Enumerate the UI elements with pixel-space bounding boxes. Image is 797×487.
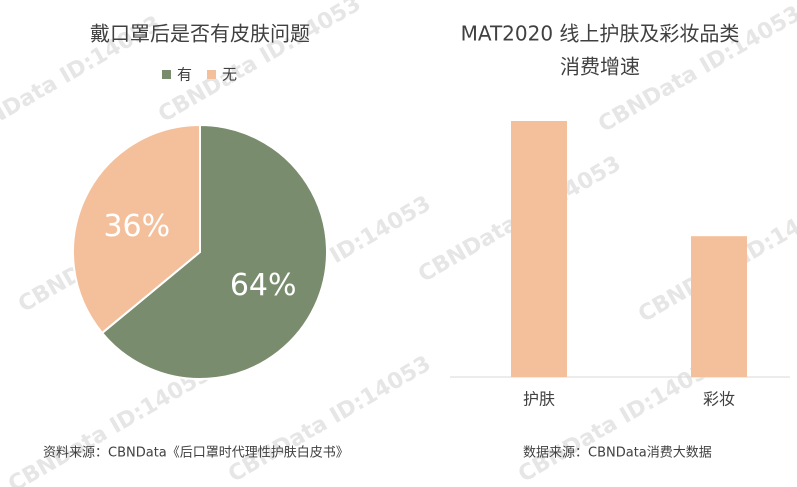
bar	[691, 236, 747, 377]
x-tick-label: 彩妆	[703, 390, 735, 409]
source-note: 资料来源：CBNData《后口罩时代理性护肤白皮书》	[43, 445, 349, 461]
legend-label: 有	[177, 66, 192, 84]
chart-title: 戴口罩后是否有皮肤问题	[90, 22, 310, 46]
chart-title: 消费增速	[560, 55, 640, 79]
data-label: 64%	[230, 268, 297, 303]
legend-swatch	[162, 70, 171, 79]
source-note: 数据来源：CBNData消费大数据	[523, 446, 712, 461]
chart-title: MAT2020 线上护肤及彩妆品类	[461, 22, 740, 46]
watermark: CBNData ID:14053	[154, 0, 365, 128]
watermark: CBNData ID:14053	[224, 351, 435, 487]
bar	[511, 121, 567, 377]
pie-slice	[72, 123, 201, 335]
watermark: CBNData ID:14053	[4, 361, 215, 487]
legend-label: 无	[222, 66, 237, 84]
data-label: 36%	[103, 209, 170, 244]
x-tick-label: 护肤	[523, 390, 555, 409]
pie-slice	[100, 123, 328, 380]
legend-swatch	[207, 70, 216, 79]
